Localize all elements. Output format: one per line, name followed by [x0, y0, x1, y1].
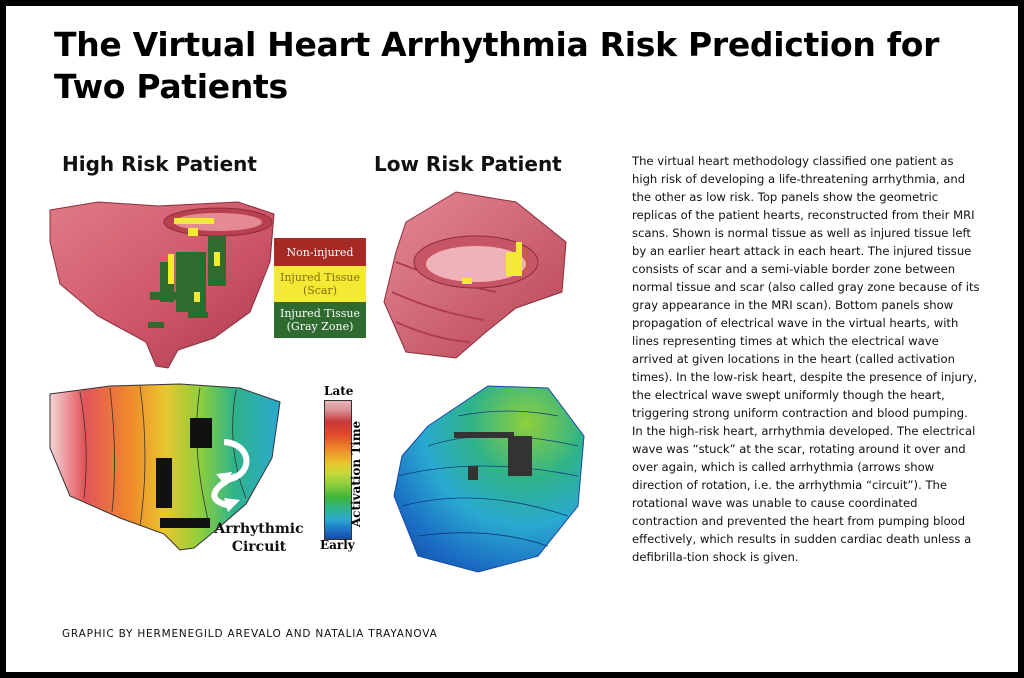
low-risk-activation-map — [393, 385, 585, 573]
colorbar-gradient — [324, 400, 352, 540]
high-risk-heading: High Risk Patient — [62, 152, 257, 176]
credit-line: GRAPHIC BY HERMENEGILD AREVALO AND NATAL… — [62, 628, 438, 640]
high-risk-heart-tissue — [49, 201, 275, 369]
scar-patches — [168, 218, 220, 302]
legend-non-injured: Non-injured — [274, 238, 366, 266]
legend-gray-zone: Injured Tissue (Gray Zone) — [274, 302, 366, 338]
colorbar-late-label: Late — [324, 384, 354, 398]
tissue-legend: Non-injured Injured Tissue (Scar) Injured… — [274, 238, 366, 338]
activation-colorbar: Late Activation Time Early — [312, 384, 372, 554]
colorbar-title: Activation Time — [349, 420, 363, 528]
legend-scar: Injured Tissue (Scar) — [274, 266, 366, 302]
arrhythmic-circuit-label: Arrhythmic Circuit — [214, 521, 304, 555]
low-risk-heading: Low Risk Patient — [374, 152, 562, 176]
graphic-page: The Virtual Heart Arrhythmia Risk Predic… — [6, 6, 1018, 672]
low-risk-heart-tissue — [383, 191, 567, 359]
high-risk-scar-dark — [156, 418, 212, 528]
low-risk-scar-dark — [454, 432, 532, 480]
low-risk-scar-patches — [462, 242, 522, 284]
high-risk-activation-map — [49, 383, 281, 551]
colorbar-early-label: Early — [320, 538, 355, 552]
description-text: The virtual heart methodology classified… — [632, 154, 980, 564]
page-title: The Virtual Heart Arrhythmia Risk Predic… — [54, 25, 940, 106]
rotation-arrow-icon — [211, 473, 238, 509]
